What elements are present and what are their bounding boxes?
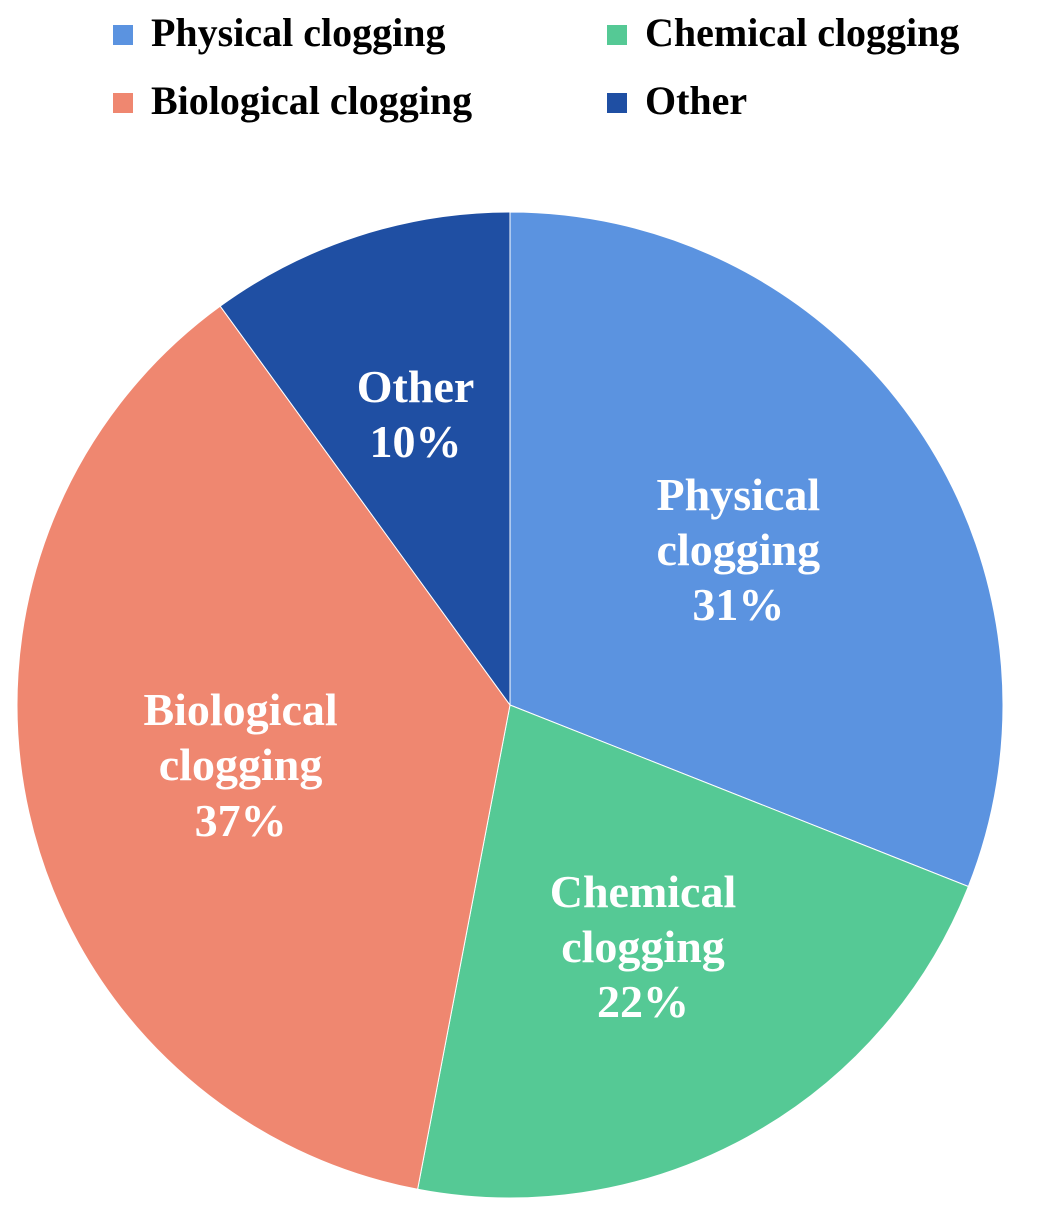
pie-slice [219,211,511,707]
legend-label: Physical clogging [151,10,445,55]
legend-swatch [113,25,133,45]
legend-swatch [607,93,627,113]
slice-value: 22% [597,976,689,1028]
slice-label: Chemical clogging 22% [513,864,773,1030]
slice-category: Physical clogging [656,469,821,576]
legend-swatch [607,25,627,45]
slice-label: Other 10% [341,359,491,469]
slice-category: Other [356,361,475,413]
slice-value: 31% [692,579,785,631]
slice-label: Physical clogging 31% [608,467,868,633]
slice-value: 10% [369,416,462,468]
slice-category: Chemical clogging [549,866,737,973]
pie-slice [509,211,1004,888]
slice-value: 37% [194,794,287,846]
slice-label: Biological clogging 37% [111,682,371,848]
legend-label: Other [645,78,747,123]
legend-label: Biological clogging [151,78,472,123]
slice-category: Biological clogging [143,684,338,791]
legend-swatch [113,93,133,113]
pie-slice [417,704,970,1199]
legend-label: Chemical clogging [645,10,959,55]
pie-slice [16,305,511,1190]
